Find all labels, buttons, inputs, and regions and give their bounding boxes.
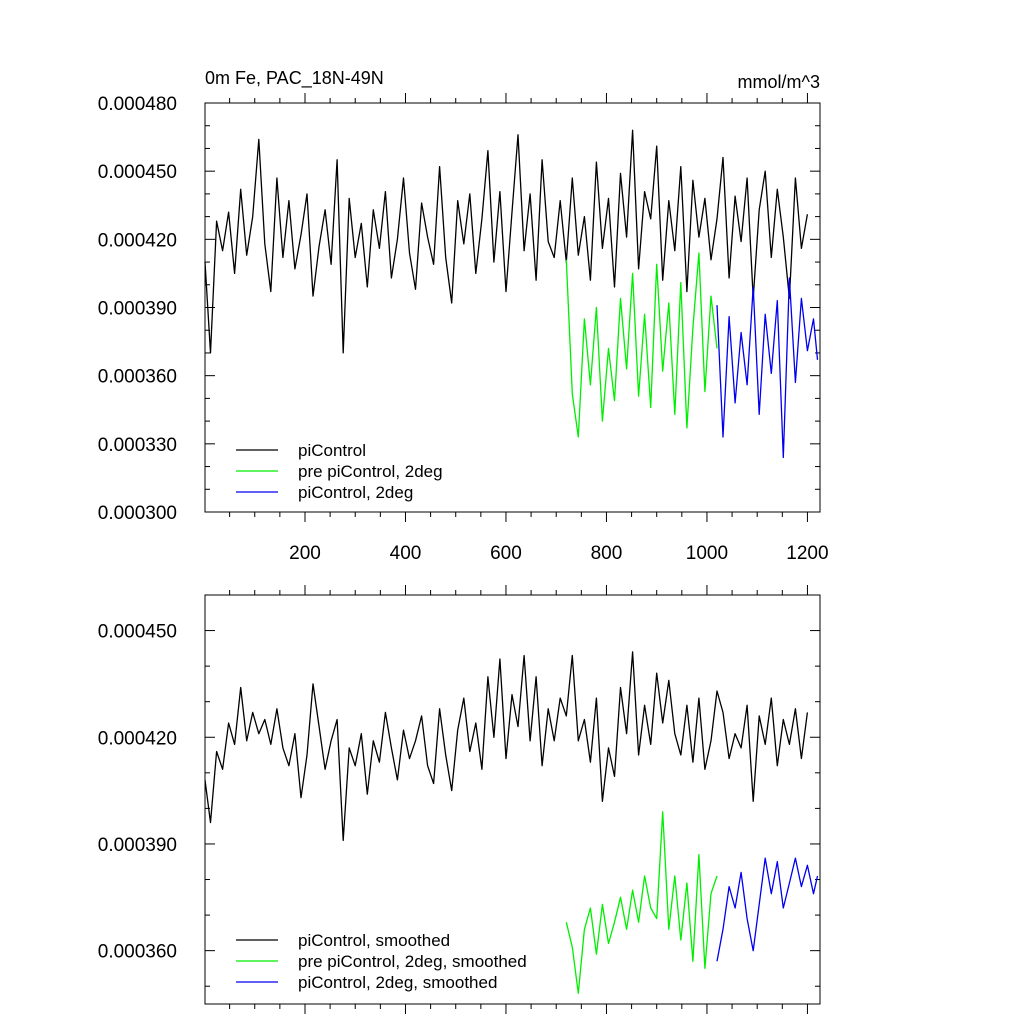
legend-label-2: pre piControl, 2deg (298, 462, 443, 481)
legend-label-3: piControl, 2deg (298, 483, 413, 502)
x-tick-label: 800 (591, 543, 623, 564)
series-line-2 (565, 811, 718, 994)
series-line-1 (204, 651, 809, 842)
legend-label-1: piControl, smoothed (298, 931, 450, 950)
legend-label-1: piControl (298, 441, 366, 460)
y-tick-label: 0.000420 (98, 230, 177, 251)
top-chart-units: mmol/m^3 (738, 72, 820, 92)
x-tick-label: 1200 (786, 543, 828, 564)
series-line-3 (716, 277, 819, 459)
top-legend: piControl pre piControl, 2deg piControl, 2… (236, 441, 443, 502)
series-line-1 (204, 129, 809, 354)
x-tick-label: 400 (390, 543, 422, 564)
top-chart-title: 0m Fe, PAC_18N-49N (205, 68, 384, 89)
y-tick-label: 0.000450 (98, 622, 177, 643)
x-tick-label: 200 (289, 543, 321, 564)
y-tick-label: 0.000420 (98, 728, 177, 749)
x-tick-label: 1000 (686, 543, 728, 564)
x-tick-label: 600 (490, 543, 522, 564)
top-panel: 0m Fe, PAC_18N-49N mmol/m^3 0.0003000.00… (98, 68, 829, 564)
bottom-legend: piControl, smoothed pre piControl, 2deg, … (236, 931, 527, 992)
y-tick-label: 0.000330 (98, 435, 177, 456)
y-tick-label: 0.000390 (98, 299, 177, 320)
y-tick-label: 0.000450 (98, 162, 177, 183)
bottom-series-group (204, 651, 819, 994)
bottom-plot-frame (204, 594, 821, 1005)
legend-label-2: pre piControl, 2deg, smoothed (298, 952, 527, 971)
series-line-3 (716, 857, 819, 962)
top-axis-ticks: 0.000300 0.000330 0.000360 0.000390 0.000420… (98, 93, 829, 564)
y-tick-label: 0.000300 (98, 503, 177, 524)
y-tick-label: 0.000360 (98, 367, 177, 388)
legend-label-3: piControl, 2deg, smoothed (298, 973, 497, 992)
y-tick-label: 0.000360 (98, 942, 177, 963)
bottom-axis-ticks: 0.000360 0.000390 0.000420 0.000450 (98, 585, 820, 1014)
y-tick-label: 0.000390 (98, 835, 177, 856)
top-series-group (204, 129, 819, 459)
bottom-panel: 0.000360 0.000390 0.000420 0.000450 piContr… (98, 585, 821, 1014)
series-line-2 (565, 252, 718, 438)
y-tick-label: 0.000480 (98, 94, 177, 115)
